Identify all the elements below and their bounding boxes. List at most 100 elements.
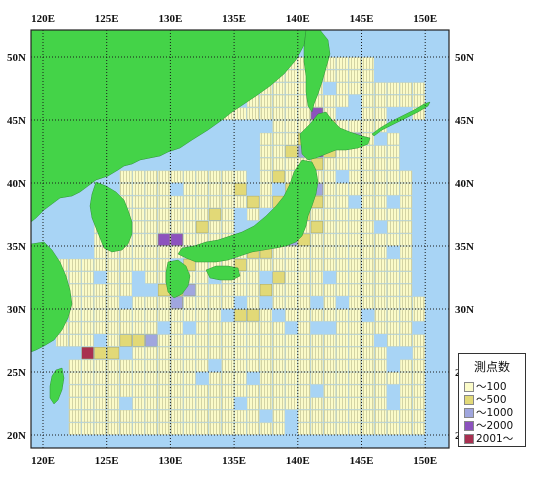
observation-cell-hatch <box>119 259 132 271</box>
observation-cell-hatch <box>336 246 349 259</box>
observation-cell-hatch <box>336 322 349 334</box>
observation-cell-hatch <box>412 347 425 359</box>
observation-cell-hatch <box>260 359 272 372</box>
observation-cell-hatch <box>183 359 196 372</box>
observation-cell-hatch <box>374 359 387 372</box>
observation-cell-hatch <box>158 410 170 422</box>
observation-cell-hatch <box>272 158 285 170</box>
observation-cell-hatch <box>107 259 119 271</box>
observation-cell-hatch <box>170 372 183 385</box>
observation-cell-hatch <box>387 372 400 385</box>
observation-cell-hatch <box>285 397 298 410</box>
observation-cell-hatch <box>400 372 412 385</box>
observation-cell-hatch <box>400 221 412 233</box>
observation-cell-hatch <box>81 334 94 347</box>
observation-cell-hatch <box>349 422 361 435</box>
observation-cell-hatch <box>336 70 349 82</box>
observation-cell-hatch <box>94 296 107 309</box>
observation-cell-hatch <box>323 158 336 170</box>
observation-cell-hatch <box>196 233 209 246</box>
observation-cell-hatch <box>285 271 298 284</box>
observation-cell-hatch <box>298 70 311 82</box>
observation-cell-hatch <box>362 296 374 309</box>
observation-cell-500 <box>310 221 323 234</box>
observation-cell-hatch <box>298 246 311 259</box>
observation-cell-hatch <box>145 422 158 435</box>
observation-cell-hatch <box>132 246 145 259</box>
observation-cell-hatch <box>94 246 107 259</box>
observation-cell-hatch <box>196 284 209 296</box>
observation-cell-hatch <box>298 334 311 347</box>
observation-cell-2000 <box>170 233 183 246</box>
observation-cell-hatch <box>158 372 170 385</box>
observation-cell-hatch <box>132 221 145 233</box>
observation-cell-hatch <box>107 246 119 259</box>
observation-cell-hatch <box>387 271 400 284</box>
observation-cell-hatch <box>234 410 247 422</box>
observation-cell-hatch <box>247 208 260 221</box>
observation-cell-hatch <box>285 158 298 170</box>
observation-cell-hatch <box>94 233 107 246</box>
observation-cell-hatch <box>311 271 323 284</box>
observation-cell-hatch <box>298 410 311 422</box>
observation-cell-hatch <box>183 170 196 183</box>
observation-cell-hatch <box>247 259 260 271</box>
observation-cell-hatch <box>272 397 285 410</box>
observation-cell-hatch <box>234 385 247 397</box>
observation-cell-hatch <box>374 397 387 410</box>
observation-cell-hatch <box>387 145 400 158</box>
observation-cell-hatch <box>374 271 387 284</box>
observation-cell-hatch <box>323 284 336 296</box>
observation-cell-hatch <box>400 259 412 271</box>
observation-cell-hatch <box>272 372 285 385</box>
observation-cell-hatch <box>209 309 221 322</box>
observation-cell-hatch <box>298 82 311 95</box>
observation-cell-hatch <box>362 359 374 372</box>
observation-cell-hatch <box>247 359 260 372</box>
observation-cell-hatch <box>374 246 387 259</box>
observation-cell-hatch <box>362 334 374 347</box>
observation-cell-hatch <box>362 183 374 196</box>
observation-cell-hatch <box>374 183 387 196</box>
observation-cell-hatch <box>68 322 81 334</box>
observation-cell-hatch <box>349 183 361 196</box>
observation-cell-hatch <box>374 422 387 435</box>
observation-cell-hatch <box>336 410 349 422</box>
observation-cell-hatch <box>94 322 107 334</box>
observation-cell-hatch <box>68 284 81 296</box>
observation-cell-hatch <box>196 385 209 397</box>
observation-cell-hatch <box>311 208 323 221</box>
legend-label: ～1000 <box>476 407 514 419</box>
observation-cell-2000 <box>157 233 171 246</box>
latitude-label: 45N <box>455 115 474 127</box>
observation-cell-hatch <box>323 170 336 183</box>
observation-cell-500 <box>106 347 120 360</box>
observation-cell-hatch <box>323 196 336 208</box>
longitude-label: 120E <box>31 13 55 25</box>
observation-cell-hatch <box>158 208 170 221</box>
observation-cell-hatch <box>349 158 361 170</box>
observation-cell-hatch <box>349 82 361 95</box>
latitude-label: 25N <box>7 367 26 379</box>
observation-cell-hatch <box>260 372 272 385</box>
observation-cell-hatch <box>158 359 170 372</box>
observation-cell-hatch <box>412 107 425 120</box>
observation-cell-hatch <box>119 359 132 372</box>
observation-cell-hatch <box>68 410 81 422</box>
observation-cell-hatch <box>285 95 298 107</box>
observation-cell-500 <box>94 347 107 360</box>
observation-cell-hatch <box>412 385 425 397</box>
observation-cell-hatch <box>260 397 272 410</box>
observation-cell-hatch <box>94 422 107 435</box>
observation-cell-hatch <box>107 385 119 397</box>
observation-cell-hatch <box>272 259 285 271</box>
observation-cell-hatch <box>170 334 183 347</box>
observation-cell-hatch <box>247 107 260 120</box>
observation-cell-hatch <box>387 334 400 347</box>
observation-cell-hatch <box>170 196 183 208</box>
observation-cell-hatch <box>209 334 221 347</box>
observation-cell-hatch <box>387 221 400 233</box>
observation-cell-hatch <box>81 385 94 397</box>
observation-cell-hatch <box>272 410 285 422</box>
